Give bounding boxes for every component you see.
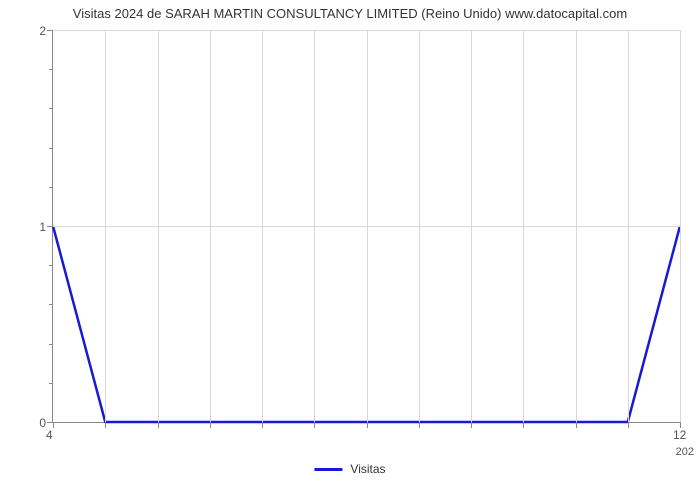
y-minor-tick [49, 304, 53, 305]
legend-label: Visitas [350, 462, 385, 476]
x-tick [576, 422, 577, 428]
gridline-vertical [523, 30, 524, 422]
y-tick-label: 1 [16, 220, 46, 234]
y-minor-tick [49, 108, 53, 109]
y-minor-tick [49, 69, 53, 70]
x-tick [210, 422, 211, 428]
gridline-vertical [576, 30, 577, 422]
y-minor-tick [49, 344, 53, 345]
y-minor-tick [49, 265, 53, 266]
legend-swatch [314, 468, 342, 471]
gridline-vertical [158, 30, 159, 422]
gridline-vertical [367, 30, 368, 422]
gridline-vertical [471, 30, 472, 422]
x-tick [523, 422, 524, 428]
x-tick-label: 4 [46, 428, 53, 442]
source-label: 202 [676, 446, 694, 458]
gridline-vertical [680, 30, 681, 422]
gridline-vertical [262, 30, 263, 422]
y-tick [47, 226, 53, 227]
y-minor-tick [49, 383, 53, 384]
x-tick [628, 422, 629, 428]
x-tick [419, 422, 420, 428]
y-tick-label: 2 [16, 24, 46, 38]
y-tick-label: 0 [16, 416, 46, 430]
plot-area [52, 30, 680, 423]
gridline-vertical [210, 30, 211, 422]
x-tick-label: 12 [673, 428, 686, 442]
x-tick [367, 422, 368, 428]
chart-title: Visitas 2024 de SARAH MARTIN CONSULTANCY… [0, 6, 700, 21]
gridline-vertical [628, 30, 629, 422]
x-tick [314, 422, 315, 428]
x-tick [262, 422, 263, 428]
y-minor-tick [49, 148, 53, 149]
x-tick [471, 422, 472, 428]
x-tick [105, 422, 106, 428]
x-tick [158, 422, 159, 428]
legend: Visitas [314, 462, 385, 476]
gridline-vertical [105, 30, 106, 422]
gridline-vertical [419, 30, 420, 422]
y-minor-tick [49, 187, 53, 188]
y-tick [47, 30, 53, 31]
x-tick [53, 422, 54, 428]
gridline-vertical [314, 30, 315, 422]
